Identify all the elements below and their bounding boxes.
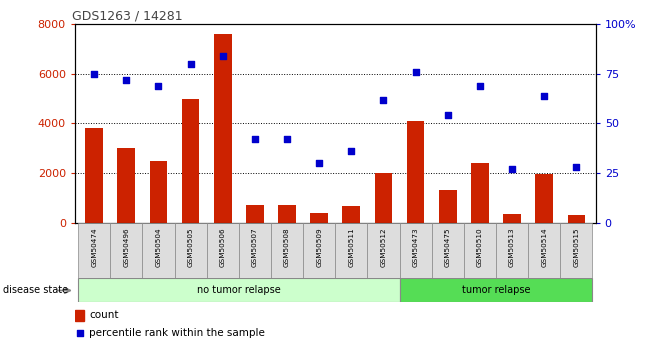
FancyBboxPatch shape	[143, 223, 174, 278]
Bar	[278, 205, 296, 223]
FancyBboxPatch shape	[400, 278, 592, 302]
Text: GSM50507: GSM50507	[252, 227, 258, 267]
Text: GDS1263 / 14281: GDS1263 / 14281	[72, 10, 183, 23]
Bar	[182, 99, 199, 223]
Bar	[535, 174, 553, 223]
Text: GSM50515: GSM50515	[574, 227, 579, 267]
Text: GSM50506: GSM50506	[220, 227, 226, 267]
FancyBboxPatch shape	[496, 223, 528, 278]
Point	[539, 93, 549, 98]
Point	[89, 71, 100, 77]
FancyBboxPatch shape	[432, 223, 464, 278]
Point	[217, 53, 228, 59]
Point	[314, 160, 324, 166]
Text: GSM50475: GSM50475	[445, 227, 450, 267]
Text: GSM50513: GSM50513	[509, 227, 515, 267]
Point	[121, 77, 132, 82]
Bar	[85, 128, 103, 223]
FancyBboxPatch shape	[303, 223, 335, 278]
Bar	[568, 215, 585, 223]
Text: GSM50509: GSM50509	[316, 227, 322, 267]
Point	[282, 137, 292, 142]
FancyBboxPatch shape	[174, 223, 206, 278]
Text: no tumor relapse: no tumor relapse	[197, 285, 281, 295]
Text: GSM50474: GSM50474	[91, 227, 97, 267]
Bar	[117, 148, 135, 223]
FancyBboxPatch shape	[110, 223, 143, 278]
Text: tumor relapse: tumor relapse	[462, 285, 531, 295]
FancyBboxPatch shape	[464, 223, 496, 278]
Bar	[214, 34, 232, 223]
Point	[571, 164, 581, 170]
Bar	[503, 214, 521, 223]
FancyBboxPatch shape	[78, 223, 110, 278]
Point	[443, 113, 453, 118]
Bar	[374, 173, 393, 223]
Bar	[439, 190, 456, 223]
Bar	[246, 205, 264, 223]
Text: disease state: disease state	[3, 286, 68, 295]
Bar	[75, 310, 84, 321]
Bar	[471, 163, 489, 223]
Text: GSM50508: GSM50508	[284, 227, 290, 267]
FancyBboxPatch shape	[367, 223, 400, 278]
Text: GSM50496: GSM50496	[123, 227, 130, 267]
Point	[507, 166, 518, 172]
Point	[410, 69, 421, 75]
Text: GSM50512: GSM50512	[380, 227, 387, 267]
FancyBboxPatch shape	[239, 223, 271, 278]
Text: count: count	[89, 310, 119, 320]
Text: GSM50511: GSM50511	[348, 227, 354, 267]
Text: GSM50505: GSM50505	[187, 227, 193, 267]
FancyBboxPatch shape	[561, 223, 592, 278]
Text: GSM50504: GSM50504	[156, 227, 161, 267]
Point	[372, 243, 383, 249]
Text: percentile rank within the sample: percentile rank within the sample	[89, 328, 266, 338]
Text: GSM50473: GSM50473	[413, 227, 419, 267]
FancyBboxPatch shape	[528, 223, 561, 278]
FancyBboxPatch shape	[78, 278, 400, 302]
Point	[153, 83, 163, 88]
Text: GSM50510: GSM50510	[477, 227, 483, 267]
Bar	[407, 121, 424, 223]
FancyBboxPatch shape	[400, 223, 432, 278]
Point	[475, 83, 485, 88]
Point	[346, 148, 357, 154]
FancyBboxPatch shape	[335, 223, 367, 278]
Point	[250, 137, 260, 142]
Point	[378, 97, 389, 102]
Text: GSM50514: GSM50514	[541, 227, 547, 267]
Bar	[311, 213, 328, 223]
Point	[186, 61, 196, 67]
Bar	[342, 206, 360, 223]
Bar	[150, 160, 167, 223]
FancyBboxPatch shape	[271, 223, 303, 278]
FancyBboxPatch shape	[206, 223, 239, 278]
